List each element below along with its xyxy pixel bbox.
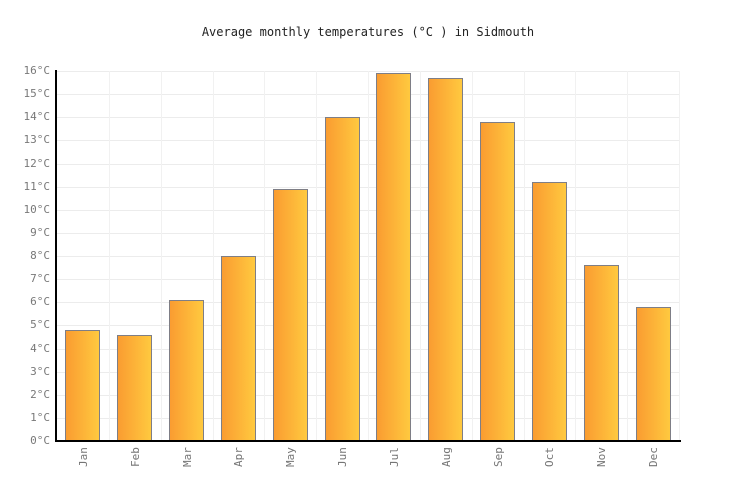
x-tick-label-dec: Dec xyxy=(647,447,661,467)
y-tick-label: 16°C xyxy=(23,64,51,77)
x-tick-label-mar: Mar xyxy=(180,447,194,467)
y-tick-label: 4°C xyxy=(30,341,50,355)
y-tick-label: 11°C xyxy=(23,179,51,193)
bar-mar xyxy=(169,300,205,441)
bar-jan xyxy=(65,330,101,441)
x-axis-line xyxy=(55,440,681,442)
y-tick-label: 9°C xyxy=(30,225,50,239)
v-gridline xyxy=(264,71,265,441)
y-tick-label: 13°C xyxy=(23,133,51,147)
x-tick-label-jun: Jun xyxy=(336,447,350,467)
v-gridline xyxy=(213,71,214,441)
v-gridline xyxy=(627,71,628,441)
y-tick-label: 15°C xyxy=(23,87,51,101)
x-tick-label-may: May xyxy=(284,447,298,467)
v-gridline xyxy=(679,71,680,441)
x-tick-label-jan: Jan xyxy=(76,447,90,467)
bar-feb xyxy=(117,335,153,441)
y-tick-label: 1°C xyxy=(30,410,50,424)
x-tick-label-jul: Jul xyxy=(387,447,401,467)
bar-oct xyxy=(531,182,567,441)
y-tick-label: 2°C xyxy=(30,387,50,401)
y-tick-label: 10°C xyxy=(23,202,51,216)
y-tick-label: 6°C xyxy=(30,295,50,309)
plot-area xyxy=(57,71,680,441)
y-tick-label: 5°C xyxy=(30,318,50,332)
x-tick-label-sep: Sep xyxy=(491,447,505,467)
x-tick-label-nov: Nov xyxy=(595,447,609,467)
bar-jul xyxy=(376,73,412,441)
v-gridline xyxy=(524,71,525,441)
bar-may xyxy=(272,189,308,441)
y-tick-label: 8°C xyxy=(30,249,50,262)
x-tick-label-feb: Feb xyxy=(128,447,142,467)
v-gridline xyxy=(109,71,110,441)
x-tick-label-oct: Oct xyxy=(543,447,557,467)
bar-aug xyxy=(428,78,464,441)
v-gridline xyxy=(472,71,473,441)
y-tick-label: 14°C xyxy=(23,110,51,124)
y-tick-label: 12°C xyxy=(23,156,51,170)
bar-dec xyxy=(635,307,671,441)
v-gridline xyxy=(316,71,317,441)
bar-apr xyxy=(220,256,256,441)
v-gridline xyxy=(368,71,369,441)
y-tick-label: 0°C xyxy=(30,434,50,447)
bar-jun xyxy=(324,117,360,441)
v-gridline xyxy=(575,71,576,441)
v-gridline xyxy=(420,71,421,441)
x-tick-label-apr: Apr xyxy=(232,447,246,467)
x-tick-label-aug: Aug xyxy=(439,447,453,467)
y-tick-label: 3°C xyxy=(30,364,50,378)
y-axis-line xyxy=(55,70,57,442)
chart-title: Average monthly temperatures (°C ) in Si… xyxy=(201,25,535,39)
bar-sep xyxy=(480,122,516,441)
bar-nov xyxy=(583,265,619,441)
y-tick-label: 7°C xyxy=(30,272,50,286)
v-gridline xyxy=(161,71,162,441)
